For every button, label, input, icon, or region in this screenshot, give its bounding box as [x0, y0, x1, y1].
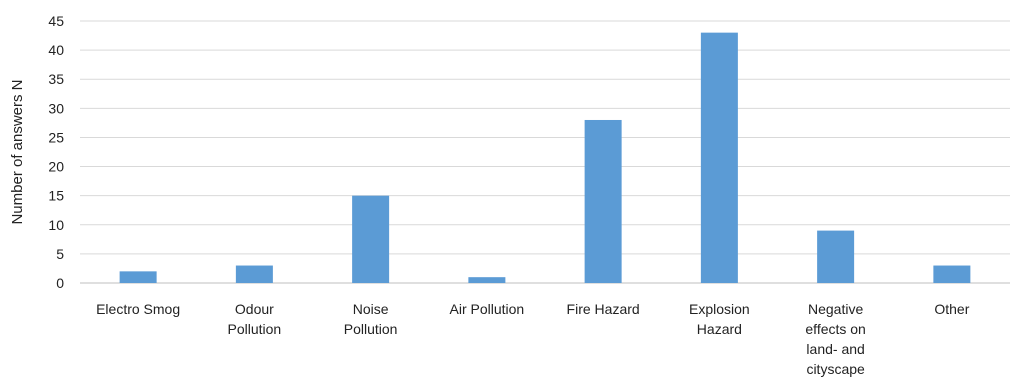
y-tick-label: 30 [48, 100, 64, 116]
y-tick-label: 0 [56, 275, 64, 291]
x-tick-label: Fire Hazard [567, 301, 640, 317]
y-tick-label: 45 [48, 13, 64, 29]
bar [352, 195, 390, 283]
y-tick-label: 35 [48, 71, 64, 87]
x-tick-label: Other [934, 301, 969, 317]
y-tick-label: 20 [48, 159, 64, 175]
bar [468, 277, 506, 283]
y-tick-label: 10 [48, 217, 64, 233]
bar [119, 271, 157, 283]
x-tick-label: Explosion Hazard [689, 301, 750, 337]
bar [933, 265, 971, 283]
y-tick-label: 5 [56, 246, 64, 262]
bar [584, 119, 622, 283]
x-tick-label: Negative effects on land- and cityscape [805, 301, 865, 377]
y-tick-labels: 0 5 10 15 20 25 30 35 40 45 [48, 13, 64, 291]
x-tick-label: Odour Pollution [228, 301, 282, 337]
bars [119, 32, 971, 284]
x-tick-label: Noise Pollution [344, 301, 398, 337]
y-tick-label: 15 [48, 188, 64, 204]
bar [235, 265, 273, 283]
x-tick-label: Air Pollution [450, 301, 525, 317]
gridlines [80, 20, 1010, 284]
x-tick-label: Electro Smog [96, 301, 180, 317]
x-tick-labels: Electro Smog Odour Pollution Noise Pollution… [96, 301, 970, 377]
y-tick-label: 40 [48, 42, 64, 58]
bar [700, 32, 738, 284]
y-axis-label: Number of answers N [9, 79, 26, 224]
bar [817, 230, 855, 283]
y-tick-label: 25 [48, 129, 64, 145]
